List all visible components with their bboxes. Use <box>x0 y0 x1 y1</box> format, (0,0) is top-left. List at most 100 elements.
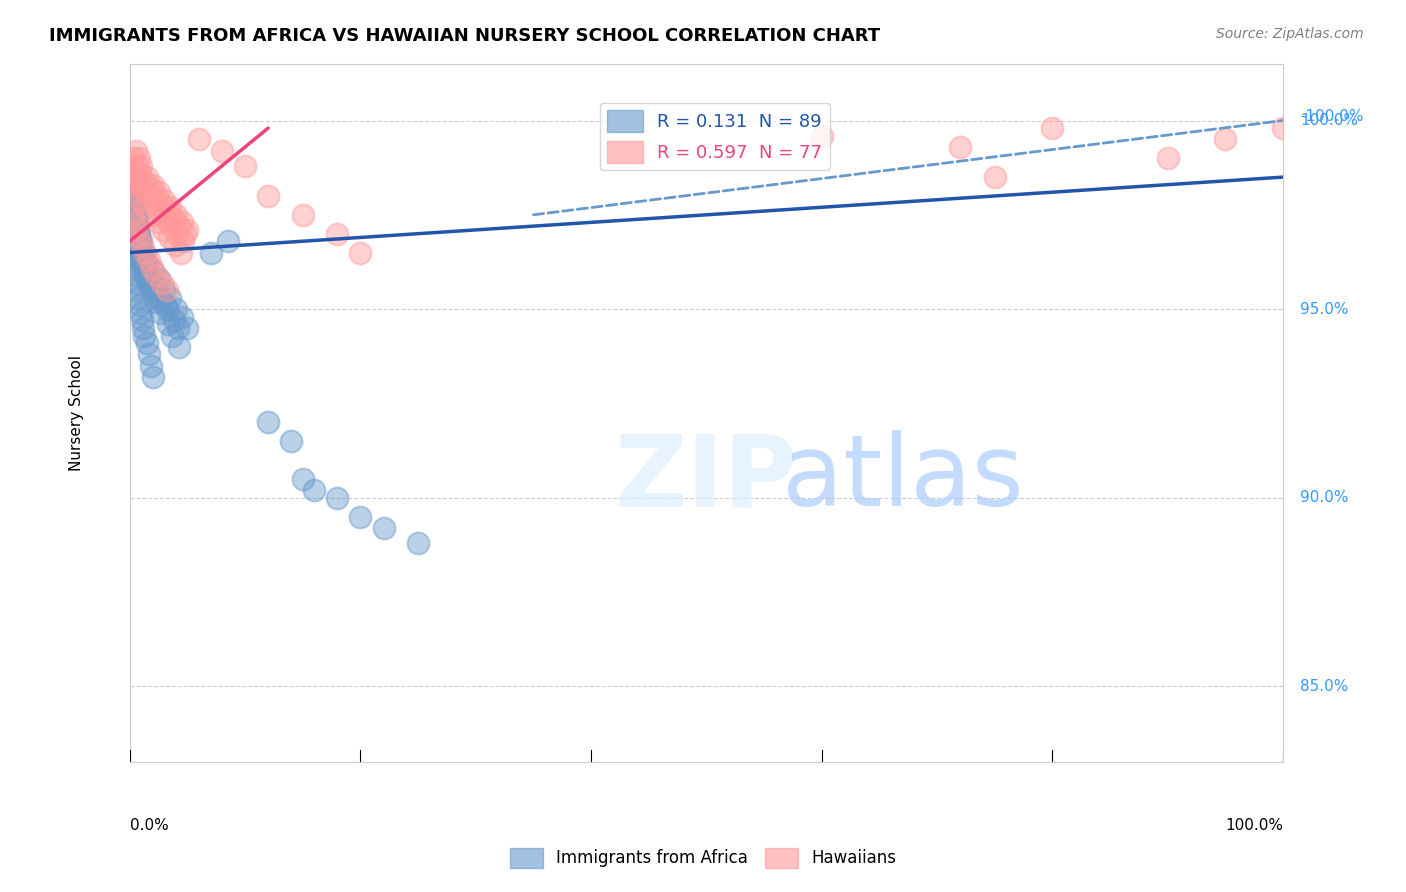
Point <box>124 196 146 211</box>
Point <box>163 211 186 226</box>
Point <box>129 242 152 256</box>
Point <box>149 291 172 305</box>
Text: 95.0%: 95.0% <box>1301 301 1348 317</box>
Point <box>122 208 145 222</box>
Point <box>136 189 159 203</box>
Point <box>138 253 160 268</box>
Point <box>121 189 143 203</box>
Point <box>132 257 155 271</box>
Point <box>121 189 143 203</box>
Point <box>124 268 146 282</box>
Point <box>143 196 166 211</box>
Point <box>125 219 148 234</box>
Point <box>127 291 149 305</box>
Legend: R = 0.131  N = 89, R = 0.597  N = 77: R = 0.131 N = 89, R = 0.597 N = 77 <box>599 103 830 170</box>
Point <box>135 336 157 351</box>
Point <box>124 185 146 199</box>
Point <box>136 170 159 185</box>
Point <box>169 245 191 260</box>
Point <box>131 159 153 173</box>
Point <box>149 204 172 219</box>
Point <box>134 264 156 278</box>
Point <box>159 200 181 214</box>
Point <box>150 276 173 290</box>
Point <box>142 264 165 278</box>
Point <box>156 302 179 317</box>
Point <box>145 189 167 203</box>
Text: Source: ZipAtlas.com: Source: ZipAtlas.com <box>1216 27 1364 41</box>
Point <box>131 238 153 252</box>
Point <box>1215 132 1237 146</box>
Point <box>148 272 170 286</box>
Text: Nursery School: Nursery School <box>69 355 84 471</box>
Point <box>120 170 142 185</box>
Point <box>155 211 177 226</box>
Point <box>134 328 156 343</box>
Point <box>983 170 1005 185</box>
Point <box>132 174 155 188</box>
Point <box>124 215 146 229</box>
Point <box>148 185 170 199</box>
Point <box>142 287 165 301</box>
Point <box>132 245 155 260</box>
Point <box>188 132 211 146</box>
Point <box>134 268 156 282</box>
Point <box>326 227 349 241</box>
Point <box>156 317 179 331</box>
Point <box>166 227 188 241</box>
Point <box>129 242 152 256</box>
Text: 100.0%: 100.0% <box>1225 818 1284 833</box>
Point <box>143 279 166 293</box>
Point <box>124 166 146 180</box>
Point <box>138 272 160 286</box>
Point <box>141 260 163 275</box>
Point <box>121 253 143 268</box>
Point <box>406 536 429 550</box>
Point <box>124 204 146 219</box>
Point <box>127 227 149 241</box>
Point <box>136 272 159 286</box>
Point <box>122 196 145 211</box>
Point <box>159 291 181 305</box>
Point <box>200 245 222 260</box>
Text: 0.0%: 0.0% <box>129 818 169 833</box>
Point <box>128 298 150 312</box>
Point <box>131 260 153 275</box>
Point <box>131 249 153 263</box>
Point <box>280 434 302 449</box>
Point <box>134 245 156 260</box>
Point <box>163 238 186 252</box>
Point <box>131 234 153 248</box>
Point <box>152 223 174 237</box>
Point <box>127 227 149 241</box>
Point <box>127 230 149 244</box>
Point <box>949 140 972 154</box>
Point <box>141 359 163 373</box>
Point <box>349 509 371 524</box>
Point <box>143 283 166 297</box>
Point <box>121 159 143 173</box>
Point <box>176 321 198 335</box>
Point <box>304 483 326 497</box>
Point <box>172 234 194 248</box>
Point <box>127 283 149 297</box>
Point <box>165 208 187 222</box>
Point <box>128 227 150 241</box>
Point <box>149 306 172 320</box>
Point <box>150 196 173 211</box>
Point <box>128 151 150 165</box>
Point <box>124 223 146 237</box>
Point <box>128 245 150 260</box>
Point <box>129 166 152 180</box>
Text: atlas: atlas <box>782 430 1024 527</box>
Point <box>132 321 155 335</box>
Point <box>150 294 173 309</box>
Point <box>124 144 146 158</box>
Text: ZIP: ZIP <box>614 430 797 527</box>
Point <box>291 472 314 486</box>
Point <box>121 245 143 260</box>
Point <box>128 234 150 248</box>
Point <box>145 294 167 309</box>
Point <box>211 144 233 158</box>
Point <box>125 276 148 290</box>
